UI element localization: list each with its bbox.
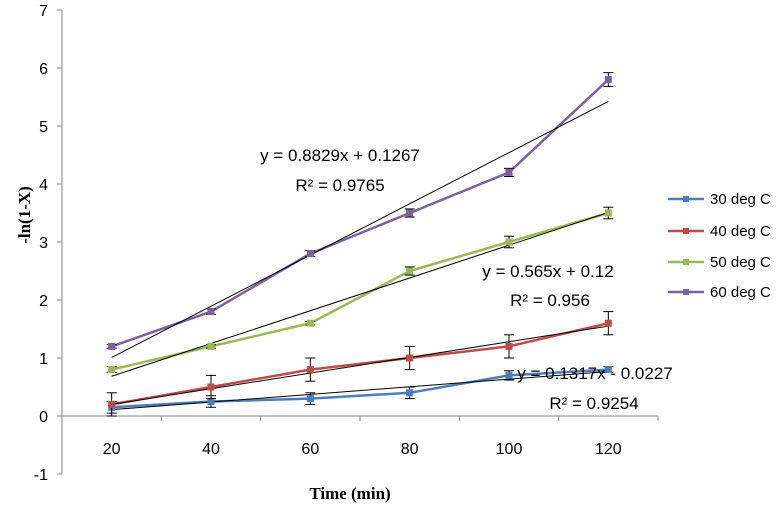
trend-equation-60: y = 0.8829x + 0.1267 <box>260 146 420 165</box>
legend-marker-1 <box>683 228 689 234</box>
y-tick-label: 0 <box>39 409 48 426</box>
y-tick-label: 2 <box>39 293 48 310</box>
legend-label-0: 30 deg C <box>710 191 771 208</box>
data-point <box>406 267 414 275</box>
y-tick-label: 5 <box>39 119 48 136</box>
data-point <box>505 342 513 350</box>
x-axis-title: Time (min) <box>309 484 390 503</box>
data-point <box>207 383 215 391</box>
trend-r2-30: R² = 0.9254 <box>549 394 638 413</box>
x-tick-label: 80 <box>401 441 419 458</box>
series-line-2 <box>111 211 609 371</box>
y-tick-label: 1 <box>39 351 48 368</box>
data-point <box>406 209 414 217</box>
x-tick-label: 40 <box>202 441 220 458</box>
trend-r2-50: R² = 0.956 <box>510 291 590 310</box>
data-point <box>604 319 612 327</box>
data-point <box>108 366 116 374</box>
data-point <box>306 319 314 327</box>
x-tick-label: 100 <box>496 441 523 458</box>
data-point <box>505 238 513 246</box>
series-line-0 <box>111 368 609 409</box>
series-line-3 <box>111 78 610 348</box>
y-tick-label: 3 <box>39 235 48 252</box>
trend-r2-60: R² = 0.9765 <box>295 176 384 195</box>
legend-label-3: 60 deg C <box>710 284 771 301</box>
data-point <box>406 354 414 362</box>
trend-equation-50: y = 0.565x + 0.12 <box>482 262 613 281</box>
data-point <box>505 168 513 176</box>
y-tick-label: 6 <box>39 61 48 78</box>
trendline-1 <box>111 325 609 405</box>
data-point <box>207 398 215 405</box>
data-point <box>604 366 612 374</box>
x-tick-label: 120 <box>595 441 622 458</box>
legend-label-2: 50 deg C <box>710 254 771 271</box>
trendline-2 <box>111 211 609 377</box>
data-point <box>604 76 612 84</box>
y-tick-label: -1 <box>34 467 48 484</box>
x-tick-label: 20 <box>103 441 121 458</box>
legend-marker-3 <box>683 289 689 295</box>
y-tick-label: 7 <box>39 3 48 20</box>
data-point <box>207 308 215 316</box>
legend-marker-0 <box>683 196 689 202</box>
data-point <box>306 250 314 258</box>
data-point <box>108 342 116 350</box>
series-line-1 <box>111 321 609 406</box>
data-point <box>505 371 513 379</box>
data-point <box>604 209 612 217</box>
legend-marker-2 <box>683 259 689 265</box>
x-tick-label: 60 <box>301 441 319 458</box>
y-tick-label: 4 <box>39 177 48 194</box>
legend-label-1: 40 deg C <box>710 223 771 240</box>
data-point <box>306 395 314 403</box>
trendline-3 <box>111 100 609 358</box>
trend-equation-30: y = 0.1317x - 0.0227 <box>517 364 672 383</box>
y-axis-title: -ln(1-X) <box>15 186 34 244</box>
data-point <box>406 389 414 397</box>
data-point <box>108 400 116 408</box>
data-point <box>207 342 215 350</box>
data-point <box>306 366 314 374</box>
trendline-0 <box>111 370 609 411</box>
